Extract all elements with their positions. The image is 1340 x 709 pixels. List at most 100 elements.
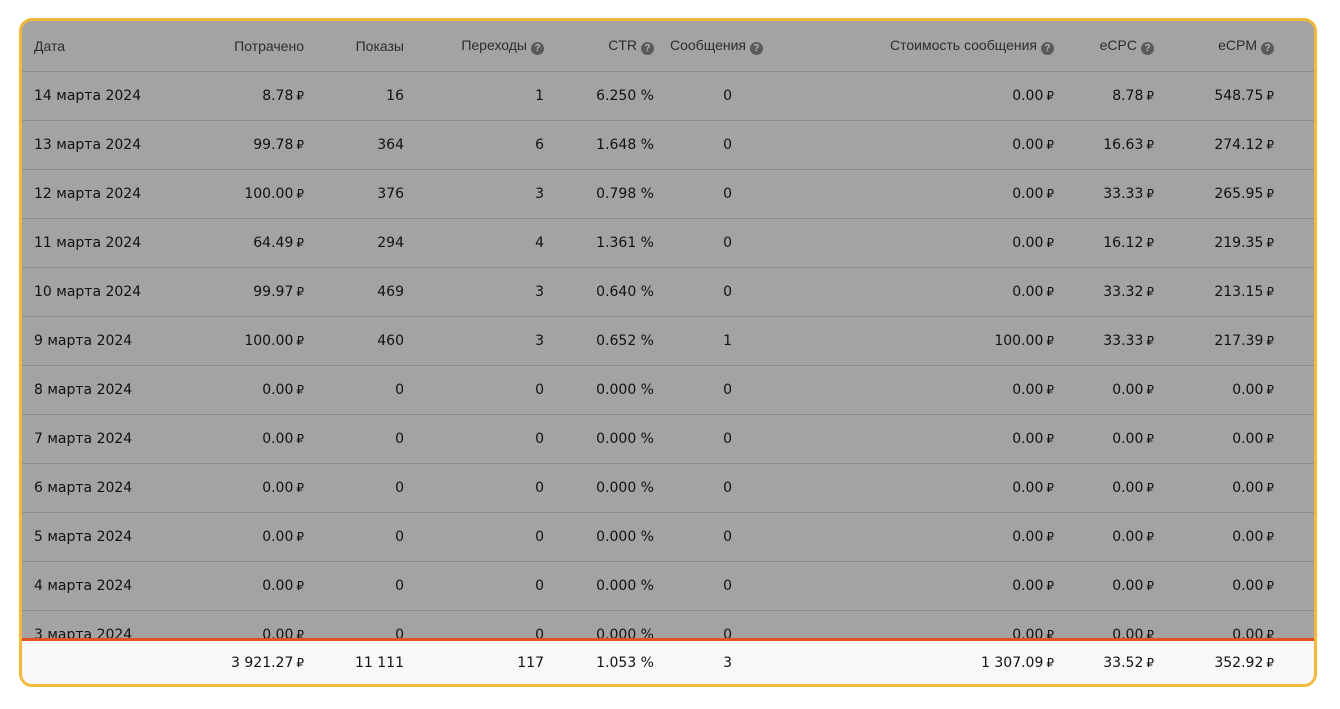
column-header-cut-off[interactable]: C	[1282, 21, 1314, 72]
table-row[interactable]: 11 марта 2024 64.49 ₽294 4 1.361 % 0 0.00 ₽16.1…	[22, 218, 1314, 268]
table-body: 14 марта 2024 8.78 ₽16 1 6.250 % 0 0.00 ₽8.78 ₽5…	[22, 71, 1314, 660]
currency-symbol: ₽	[296, 89, 304, 103]
table-row[interactable]: 4 марта 2024 0.00 ₽0 0 0.000 % 0 0.00 ₽0.00 ₽0.0…	[22, 561, 1314, 611]
cell-cut-off: 0	[1282, 365, 1314, 415]
cell-ecpm: 274.12 ₽	[1162, 120, 1282, 170]
table-row[interactable]: 9 марта 2024 100.00 ₽460 3 0.652 % 1 100.00 ₽33…	[22, 316, 1314, 366]
cell-value: 0.00	[1012, 137, 1044, 153]
cell-value: 0	[395, 578, 404, 594]
cell-value: 0	[723, 529, 732, 545]
cell-value: 0	[395, 480, 404, 496]
table-row[interactable]: 6 марта 2024 0.00 ₽0 0 0.000 % 0 0.00 ₽0.00 ₽0.0…	[22, 463, 1314, 513]
cell-ecpc: 33.33 ₽	[1062, 169, 1162, 219]
column-header-ecpc[interactable]: eCPC?	[1062, 21, 1162, 72]
cell-ctr: 6.250 %	[552, 71, 662, 121]
cell-clicks: 0	[412, 561, 552, 611]
cell-message-cost: 0.00 ₽	[812, 120, 1062, 170]
cell-value: 0.00	[262, 431, 294, 447]
cell-clicks: 6	[412, 120, 552, 170]
cell-ecpc: 0.00 ₽	[1062, 561, 1162, 611]
cell-spent: 0.00 ₽	[202, 414, 312, 464]
cell-cut-off: 0	[1282, 414, 1314, 464]
cell-ecpm: 213.15 ₽	[1162, 267, 1282, 317]
table-row[interactable]: 7 марта 2024 0.00 ₽0 0 0.000 % 0 0.00 ₽0.00 ₽0.0…	[22, 414, 1314, 464]
cell-value: 0.00	[1112, 480, 1144, 496]
cell-value: 16.12	[1103, 235, 1144, 251]
cell-value: 8 марта 2024	[34, 382, 133, 398]
cell-date	[22, 641, 202, 684]
column-header-ecpm[interactable]: eCPM?	[1162, 21, 1282, 72]
cell-value: 469	[377, 284, 404, 300]
question-circle-icon[interactable]: ?	[749, 42, 763, 55]
cell-value: 0.000 %	[596, 529, 654, 545]
cell-messages: 0	[662, 218, 812, 268]
currency-symbol: ₽	[1146, 236, 1154, 250]
currency-symbol: ₽	[1266, 138, 1274, 152]
column-header-spent[interactable]: Потрачено	[202, 21, 312, 72]
cell-message-cost: 0.00 ₽	[812, 71, 1062, 121]
cell-messages: 0	[662, 561, 812, 611]
cell-value: 99.97	[253, 284, 294, 300]
cell-spent: 0.00 ₽	[202, 512, 312, 562]
currency-symbol: ₽	[296, 530, 304, 544]
cell-value: 33.32	[1103, 284, 1144, 300]
cell-value: 0	[395, 431, 404, 447]
cell-value: 0	[723, 284, 732, 300]
cell-date: 4 марта 2024	[22, 561, 202, 611]
table-row[interactable]: 13 марта 2024 99.78 ₽364 6 1.648 % 0 0.00 ₽16.6…	[22, 120, 1314, 170]
stats-table-scroll[interactable]: Дата Потрачено Показы Переходы? CTR? Сообщени…	[22, 21, 1314, 684]
cell-messages: 0	[662, 169, 812, 219]
cell-ecpm: 0.00 ₽	[1162, 561, 1282, 611]
question-circle-icon[interactable]: ?	[1261, 42, 1274, 55]
cell-date: 8 марта 2024	[22, 365, 202, 415]
question-circle-icon[interactable]: ?	[531, 42, 544, 55]
column-header-message-cost[interactable]: Стоимость сообщения?	[812, 21, 1062, 72]
cell-ecpm: 265.95 ₽	[1162, 169, 1282, 219]
cell-value: 0.00	[1112, 431, 1144, 447]
currency-symbol: ₽	[1146, 334, 1154, 348]
table-row[interactable]: 5 марта 2024 0.00 ₽0 0 0.000 % 0 0.00 ₽0.00 ₽0.0…	[22, 512, 1314, 562]
question-circle-icon[interactable]: ?	[641, 42, 654, 55]
cell-ecpm: 0.00 ₽	[1162, 512, 1282, 562]
question-circle-icon[interactable]: ?	[1041, 42, 1054, 55]
table-row[interactable]: 10 марта 2024 99.97 ₽469 3 0.640 % 0 0.00 ₽33.3…	[22, 267, 1314, 317]
column-header-ctr[interactable]: CTR?	[552, 21, 662, 72]
column-header-clicks[interactable]: Переходы?	[412, 21, 552, 72]
cell-value: 8.78	[262, 88, 294, 104]
cell-cut-off: 0	[1282, 218, 1314, 268]
currency-symbol: ₽	[1046, 481, 1054, 495]
cell-value: 9 марта 2024	[34, 333, 133, 349]
cell-value: 16.63	[1103, 137, 1144, 153]
cell-clicks: 3	[412, 316, 552, 366]
currency-symbol: ₽	[1046, 285, 1054, 299]
cell-date: 6 марта 2024	[22, 463, 202, 513]
cell-value: 0.00	[1232, 431, 1264, 447]
currency-symbol: ₽	[1046, 138, 1054, 152]
cell-messages: 0	[662, 365, 812, 415]
table-row[interactable]: 12 марта 2024 100.00 ₽376 3 0.798 % 0 0.00 ₽33.…	[22, 169, 1314, 219]
column-header-date[interactable]: Дата	[22, 21, 202, 72]
table-row[interactable]: 14 марта 2024 8.78 ₽16 1 6.250 % 0 0.00 ₽8.78 ₽5…	[22, 71, 1314, 121]
cell-value: 0	[723, 235, 732, 251]
question-circle-icon[interactable]: ?	[1141, 42, 1154, 55]
currency-symbol: ₽	[296, 138, 304, 152]
currency-symbol: ₽	[1146, 187, 1154, 201]
cell-value: 6	[535, 137, 544, 153]
currency-symbol: ₽	[1146, 89, 1154, 103]
cell-ctr: 0.798 %	[552, 169, 662, 219]
cell-value: 0.00	[1012, 480, 1044, 496]
cell-value: 3 921.27	[231, 655, 294, 671]
cell-value: 0.00	[1232, 382, 1264, 398]
cell-date: 11 марта 2024	[22, 218, 202, 268]
column-header-label: Переходы	[461, 37, 527, 53]
column-header-views[interactable]: Показы	[312, 21, 412, 72]
column-header-messages[interactable]: Сообщения?	[662, 21, 812, 72]
cell-ctr: 0.000 %	[552, 414, 662, 464]
cell-value: 117	[517, 655, 544, 671]
cell-value: 8.78	[1112, 88, 1144, 104]
table-row[interactable]: 8 марта 2024 0.00 ₽0 0 0.000 % 0 0.00 ₽0.00 ₽0.0…	[22, 365, 1314, 415]
totals-row-highlight: 3 921.27 ₽11 111 117 1.053 % 3 1 307.09 ₽33.52…	[22, 638, 1314, 684]
cell-value: 0.00	[1232, 529, 1264, 545]
cell-value: 0	[535, 431, 544, 447]
cell-ecpm: 352.92 ₽	[1162, 641, 1282, 684]
